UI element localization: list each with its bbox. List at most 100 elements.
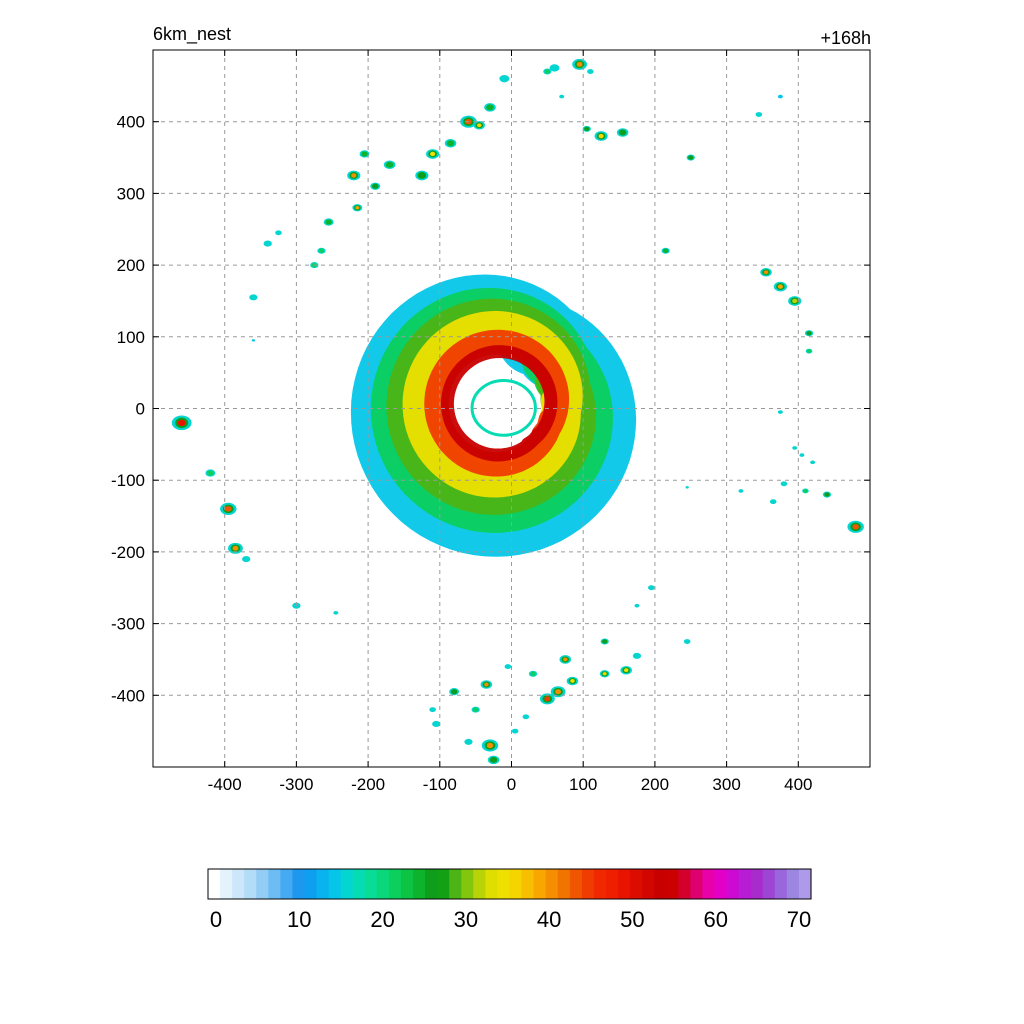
colorbar-swatch-39 <box>678 869 691 899</box>
colorbar-swatch-2 <box>232 869 245 899</box>
colorbar-swatch-13 <box>364 869 378 899</box>
cell-12-outer <box>333 611 339 615</box>
x-tick-label-7: 300 <box>712 775 740 794</box>
colorbar-swatch-31 <box>581 869 595 899</box>
colorbar-label-1: 10 <box>287 907 311 932</box>
colorbar-swatch-33 <box>605 869 619 899</box>
cell-57-core <box>763 270 769 275</box>
cell-39-core <box>563 657 568 662</box>
colorbar-swatch-37 <box>654 869 667 899</box>
cell-35-outer <box>522 714 530 720</box>
colorbar-swatch-27 <box>533 869 547 899</box>
colorbar-swatch-12 <box>352 869 366 899</box>
colorbar-label-3: 30 <box>454 907 478 932</box>
colorbar-swatch-3 <box>244 869 257 899</box>
cell-13-core <box>351 173 357 178</box>
cell-60-mid <box>806 331 812 336</box>
cell-66-outer <box>799 453 805 457</box>
colorbar-swatch-49 <box>798 869 812 899</box>
rain-band-4 <box>424 329 570 477</box>
colorbar-swatch-16 <box>400 869 414 899</box>
cell-59-core <box>792 298 798 304</box>
cell-55-mid <box>688 155 694 160</box>
colorbar-swatch-21 <box>461 869 474 899</box>
cell-21-core <box>430 151 436 157</box>
colorbar-swatches <box>208 869 812 899</box>
y-tick-label-1: 300 <box>117 184 145 203</box>
colorbar-swatch-25 <box>509 869 523 899</box>
colorbar-label-0: 0 <box>210 907 222 932</box>
colorbar: 0 10 20 30 40 50 60 70 <box>207 868 812 932</box>
y-axis-ticks: 400 300 200 100 0 -100 -200 -300 -400 <box>111 113 870 705</box>
colorbar-swatch-38 <box>666 869 679 899</box>
colorbar-swatch-10 <box>328 869 342 899</box>
cell-65-outer <box>792 446 798 450</box>
precip-field <box>171 58 864 765</box>
cell-68-mid <box>824 492 830 497</box>
x-tick-label-0: -400 <box>208 775 242 794</box>
colorbar-swatch-22 <box>473 869 486 899</box>
cell-10-mid <box>318 248 325 253</box>
cell-28-outer <box>464 738 473 745</box>
cell-7-outer <box>275 230 282 236</box>
colorbar-swatch-20 <box>449 869 462 899</box>
colorbar-swatch-36 <box>642 869 655 899</box>
y-tick-label-4: 0 <box>136 400 145 419</box>
colorbar-labels: 0 10 20 30 40 50 60 70 <box>210 907 811 932</box>
colorbar-swatch-46 <box>762 869 776 899</box>
colorbar-swatch-45 <box>750 869 764 899</box>
cell-64-outer <box>777 410 783 414</box>
cell-31-core <box>486 742 494 749</box>
colorbar-swatch-1 <box>220 869 233 899</box>
colorbar-swatch-11 <box>340 869 354 899</box>
colorbar-label-4: 40 <box>537 907 561 932</box>
cell-27-mid <box>450 689 458 695</box>
cell-18-mid <box>417 172 427 179</box>
cell-48-outer <box>549 64 560 72</box>
cell-14-core <box>355 206 360 210</box>
y-tick-label-5: -100 <box>111 471 145 490</box>
colorbar-swatch-34 <box>618 869 631 899</box>
colorbar-swatch-26 <box>521 869 535 899</box>
y-tick-label-0: 400 <box>117 113 145 132</box>
x-tick-label-3: -100 <box>423 775 457 794</box>
cell-2-core <box>232 545 239 551</box>
cell-37-core <box>544 696 551 702</box>
cell-25-mid <box>486 104 494 111</box>
cell-44-outer <box>632 652 642 659</box>
y-tick-label-3: 100 <box>117 328 145 347</box>
colorbar-swatch-41 <box>702 869 716 899</box>
x-axis-ticks: -400 -300 -200 -100 0 100 200 300 400 <box>208 50 812 794</box>
colorbar-label-2: 20 <box>370 907 394 932</box>
colorbar-swatch-14 <box>376 869 390 899</box>
colorbar-swatch-42 <box>714 869 728 899</box>
colorbar-swatch-19 <box>437 869 450 899</box>
x-tick-label-4: 0 <box>507 775 516 794</box>
x-tick-label-5: 100 <box>569 775 597 794</box>
cell-34-outer <box>511 728 519 734</box>
cell-24-core <box>476 123 482 128</box>
cell-73-core <box>852 524 859 530</box>
colorbar-swatch-7 <box>292 869 306 899</box>
colorbar-swatch-18 <box>425 869 438 899</box>
cell-50-outer <box>587 69 594 74</box>
colorbar-swatch-9 <box>316 869 330 899</box>
cell-71-outer <box>769 499 777 505</box>
cell-51-mid <box>584 126 590 132</box>
cell-45-outer <box>648 585 655 591</box>
cell-6-outer <box>263 240 272 247</box>
cell-40-core <box>570 679 575 683</box>
cell-47-mid <box>544 69 551 74</box>
cell-53-mid <box>618 129 627 136</box>
colorbar-swatch-15 <box>388 869 402 899</box>
cell-43-core <box>623 668 629 673</box>
cell-11-mid <box>325 219 332 225</box>
colorbar-swatch-24 <box>497 869 511 899</box>
cell-74-outer <box>685 486 689 489</box>
colorbar-swatch-8 <box>304 869 318 899</box>
colorbar-label-7: 70 <box>787 907 811 932</box>
cell-67-outer <box>810 460 816 465</box>
cell-17-mid <box>385 161 394 168</box>
cell-69-mid <box>803 489 808 493</box>
colorbar-swatch-28 <box>545 869 559 899</box>
